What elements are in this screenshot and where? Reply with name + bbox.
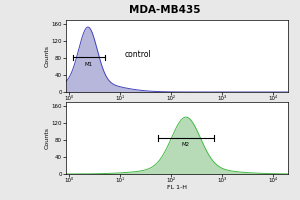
X-axis label: FL 1-H: FL 1-H xyxy=(167,185,187,190)
Y-axis label: Counts: Counts xyxy=(45,127,50,149)
Text: MDA-MB435: MDA-MB435 xyxy=(129,5,201,15)
Text: M1: M1 xyxy=(85,62,93,67)
Text: M2: M2 xyxy=(182,142,190,147)
Y-axis label: Counts: Counts xyxy=(45,45,50,67)
Text: control: control xyxy=(125,50,152,59)
X-axis label: FL 1-H: FL 1-H xyxy=(167,103,187,108)
